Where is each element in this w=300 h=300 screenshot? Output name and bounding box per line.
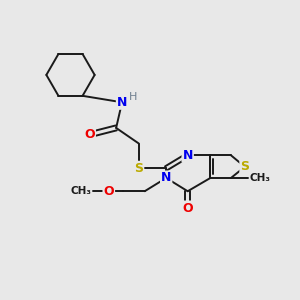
Text: N: N (182, 149, 193, 162)
Text: N: N (117, 96, 127, 109)
Text: O: O (84, 128, 95, 141)
Text: CH₃: CH₃ (250, 173, 271, 183)
Text: N: N (161, 172, 171, 184)
Text: O: O (103, 185, 114, 198)
Text: CH₃: CH₃ (70, 186, 91, 196)
Text: H: H (129, 92, 137, 102)
Text: O: O (182, 202, 193, 214)
Text: S: S (134, 162, 143, 175)
Text: S: S (240, 160, 249, 173)
